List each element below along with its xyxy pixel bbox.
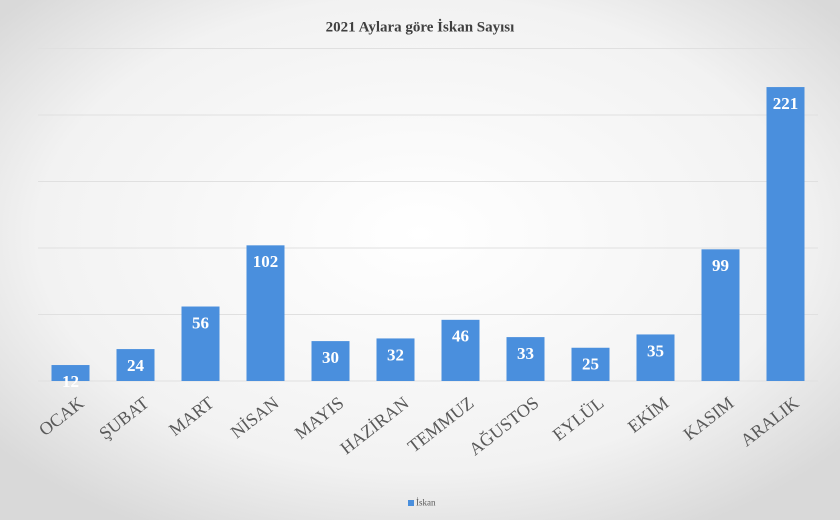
bar (311, 341, 350, 381)
chart-title: 2021 Aylara göre İskan Sayısı (326, 18, 515, 35)
data-label: 99 (712, 256, 729, 275)
bar (246, 245, 285, 381)
legend-label: İskan (416, 498, 436, 508)
data-label: 12 (62, 372, 79, 391)
bar (636, 334, 675, 381)
data-label: 35 (647, 341, 664, 360)
bar (766, 87, 805, 381)
data-label: 221 (773, 94, 799, 113)
bar (506, 337, 545, 381)
data-label: 25 (582, 355, 599, 374)
bar (181, 306, 220, 381)
bar (51, 365, 90, 381)
data-label: 46 (452, 327, 469, 346)
bar (441, 319, 480, 381)
data-label: 102 (253, 252, 279, 271)
bar (376, 338, 415, 381)
data-label: 30 (322, 348, 339, 367)
data-label: 33 (517, 344, 534, 363)
legend-swatch (408, 500, 414, 506)
data-label: 56 (192, 313, 209, 332)
bar (701, 249, 740, 381)
bar (116, 349, 155, 381)
data-label: 24 (127, 356, 145, 375)
data-label: 32 (387, 345, 404, 364)
bar (571, 347, 610, 381)
